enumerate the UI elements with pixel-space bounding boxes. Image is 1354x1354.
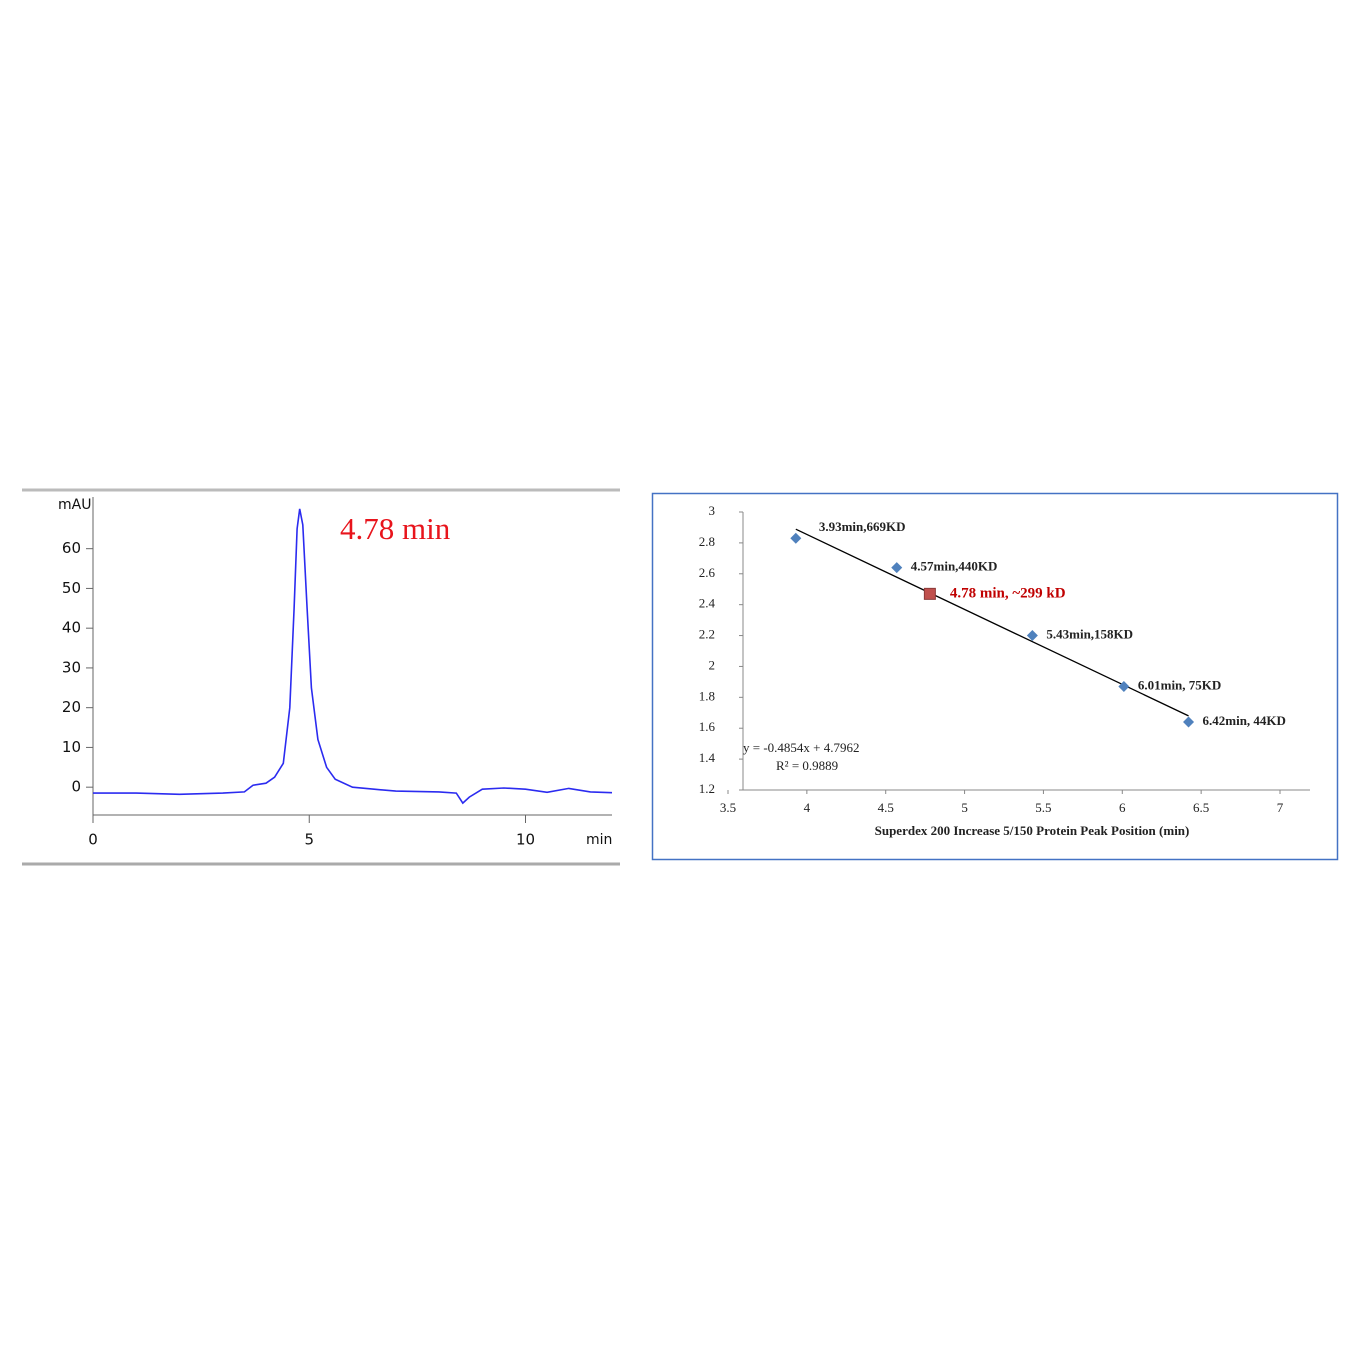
x-tick-label: 6.5 <box>1193 800 1209 815</box>
y-tick-label: 1.4 <box>699 750 716 765</box>
y-tick-label: 50 <box>62 579 81 597</box>
x-tick-label: 4 <box>804 800 811 815</box>
y-tick-label: 2.6 <box>699 565 716 580</box>
signal-line <box>93 508 613 805</box>
sample-point <box>923 587 936 600</box>
data-point <box>891 562 903 574</box>
point-label: 6.01min, 75KD <box>1138 678 1221 693</box>
y-tick-label: 2.2 <box>699 627 715 642</box>
y-tick-label: 1.2 <box>699 781 715 796</box>
point-label: 3.93min,669KD <box>819 519 906 534</box>
y-tick-label: 10 <box>62 738 81 756</box>
y-tick-label: 2.8 <box>699 534 715 549</box>
point-label: 4.57min,440KD <box>911 559 998 574</box>
y-tick-label: 3 <box>709 503 716 518</box>
y-tick-label: 60 <box>62 539 81 557</box>
x-tick-label: 0 <box>88 831 98 849</box>
point-label: 5.43min,158KD <box>1046 627 1133 642</box>
y-axis-label: mAU <box>58 497 91 513</box>
x-axis-label: min <box>586 832 612 848</box>
y-tick-label: 20 <box>62 698 81 716</box>
data-point <box>790 532 802 544</box>
data-point <box>1183 716 1195 728</box>
x-tick-label: 5.5 <box>1035 800 1051 815</box>
annotation: 4.78 min <box>340 511 451 546</box>
trendline-equation: y = -0.4854x + 4.7962 <box>743 740 860 755</box>
trendline-r2: R² = 0.9889 <box>776 758 838 773</box>
y-tick-label: 30 <box>62 658 81 676</box>
y-tick-label: 40 <box>62 619 81 637</box>
x-tick-label: 3.5 <box>720 800 736 815</box>
calibration-chart: Superdex 200 Increase 5/150 Protein Peak… <box>651 492 1339 861</box>
x-tick-label: 5 <box>961 800 968 815</box>
x-tick-label: 5 <box>304 831 314 849</box>
data-point <box>1118 681 1130 693</box>
y-tick-label: 1.6 <box>699 719 716 734</box>
x-tick-label: 7 <box>1277 800 1284 815</box>
y-tick-label: 0 <box>71 778 81 796</box>
x-tick-label: 10 <box>516 831 535 849</box>
panel <box>651 492 1339 861</box>
x-tick-label: 4.5 <box>878 800 894 815</box>
data-point <box>1026 630 1038 642</box>
point-label: 4.78 min, ~299 kD <box>950 585 1066 601</box>
panel <box>22 488 620 866</box>
y-tick-label: 2 <box>709 657 716 672</box>
point-label: 6.42min, 44KD <box>1203 713 1286 728</box>
x-tick-label: 6 <box>1119 800 1126 815</box>
chromatogram: mAU min 4.78 min 0 10 20 30 40 50 60 0 5 10 <box>22 488 620 866</box>
y-tick-label: 2.4 <box>699 596 716 611</box>
x-axis-label: Superdex 200 Increase 5/150 Protein Peak… <box>875 823 1190 838</box>
y-tick-label: 1.8 <box>699 688 715 703</box>
